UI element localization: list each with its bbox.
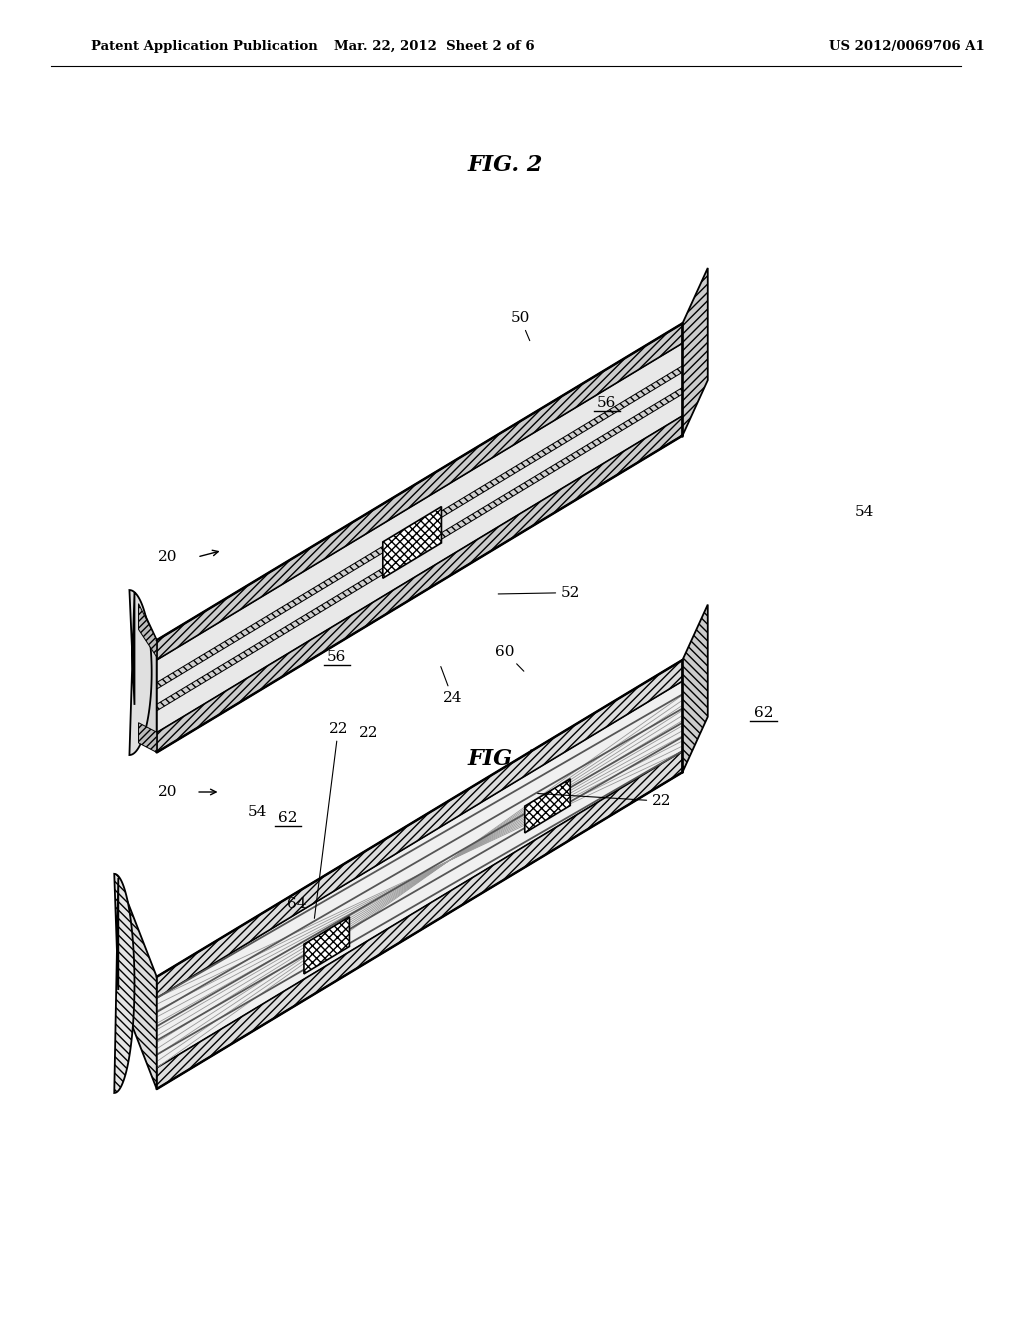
Polygon shape bbox=[157, 416, 682, 752]
Text: 56: 56 bbox=[327, 651, 346, 664]
Polygon shape bbox=[115, 874, 134, 1093]
Text: 22: 22 bbox=[314, 722, 348, 919]
Text: 54: 54 bbox=[854, 506, 873, 519]
Text: US 2012/0069706 A1: US 2012/0069706 A1 bbox=[829, 40, 985, 53]
Text: 20: 20 bbox=[158, 785, 177, 799]
Text: 50: 50 bbox=[511, 312, 530, 341]
Text: 62: 62 bbox=[754, 706, 773, 719]
Text: 62: 62 bbox=[279, 812, 298, 825]
Text: 56: 56 bbox=[597, 396, 616, 409]
Text: 22: 22 bbox=[538, 793, 672, 808]
Text: 22: 22 bbox=[359, 726, 379, 739]
Polygon shape bbox=[304, 917, 349, 974]
Text: Patent Application Publication: Patent Application Publication bbox=[91, 40, 317, 53]
Text: FIG. 3: FIG. 3 bbox=[468, 748, 544, 770]
Polygon shape bbox=[157, 388, 682, 710]
Text: 52: 52 bbox=[499, 586, 581, 599]
Text: 24: 24 bbox=[440, 667, 463, 705]
Text: 64: 64 bbox=[287, 898, 306, 911]
Polygon shape bbox=[682, 605, 708, 772]
Polygon shape bbox=[138, 603, 157, 657]
Polygon shape bbox=[157, 323, 682, 660]
Polygon shape bbox=[129, 590, 152, 755]
Text: 20: 20 bbox=[158, 550, 177, 564]
Text: 60: 60 bbox=[496, 645, 524, 671]
Text: FIG. 2: FIG. 2 bbox=[468, 154, 544, 176]
Polygon shape bbox=[157, 343, 682, 733]
Polygon shape bbox=[119, 878, 157, 1089]
Polygon shape bbox=[682, 268, 708, 436]
Polygon shape bbox=[157, 751, 682, 1089]
Text: Mar. 22, 2012  Sheet 2 of 6: Mar. 22, 2012 Sheet 2 of 6 bbox=[335, 40, 536, 53]
Polygon shape bbox=[524, 779, 570, 833]
Polygon shape bbox=[157, 681, 682, 1068]
Polygon shape bbox=[134, 593, 157, 752]
Polygon shape bbox=[157, 366, 682, 689]
Polygon shape bbox=[157, 660, 682, 998]
Text: 54: 54 bbox=[248, 805, 267, 818]
Polygon shape bbox=[383, 507, 441, 578]
Polygon shape bbox=[138, 723, 157, 752]
